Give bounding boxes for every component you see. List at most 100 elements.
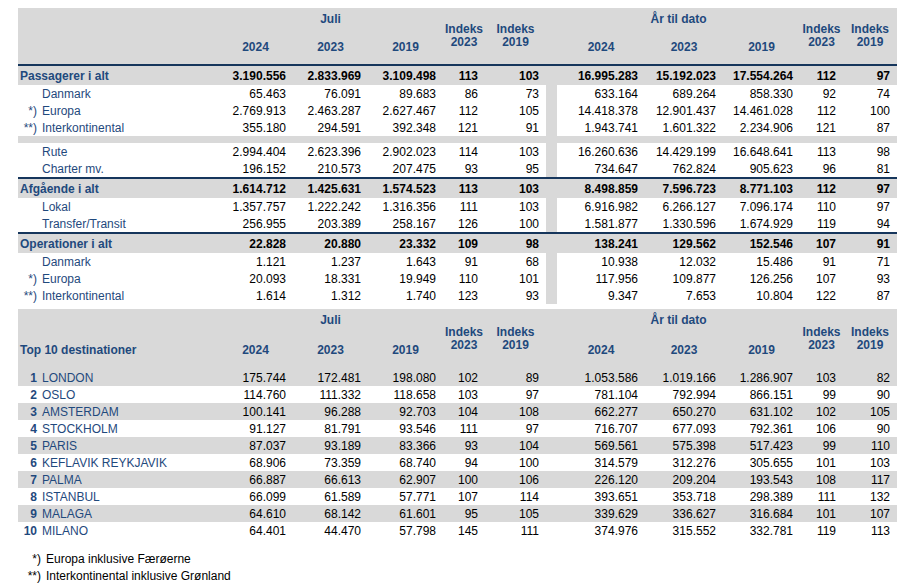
rank-number: 3 bbox=[18, 405, 42, 419]
value-cell: 12.901.437 bbox=[645, 102, 723, 119]
table-row: 1LONDON175.744172.481198.080102891.053.5… bbox=[18, 369, 897, 386]
section-divider bbox=[546, 505, 557, 522]
table-row: Danmark1.1211.2371.643916810.93812.03215… bbox=[18, 253, 897, 270]
footnote-marker: *) bbox=[26, 551, 46, 568]
index-value-cell: 93 bbox=[485, 287, 546, 304]
index-value-cell: 68 bbox=[485, 253, 546, 270]
table-row: 7PALMA66.88766.61362.907100106226.120209… bbox=[18, 471, 897, 488]
value-cell: 109.877 bbox=[645, 270, 723, 287]
value-cell: 198.080 bbox=[368, 369, 443, 386]
value-cell: 207.475 bbox=[368, 160, 443, 178]
top-destinations-header: Juli Indeks2023 Indeks2019 År til dato I… bbox=[18, 309, 897, 369]
index-2023-header: Indeks2023 bbox=[443, 309, 485, 369]
value-cell: 905.623 bbox=[723, 160, 800, 178]
index-value-cell: 113 bbox=[443, 65, 485, 85]
index-value-cell: 90 bbox=[843, 386, 897, 403]
value-cell: 61.589 bbox=[293, 488, 368, 505]
index-value-cell: 93 bbox=[843, 270, 897, 287]
row-label: Europa bbox=[42, 104, 81, 118]
row-label-cell: Danmark bbox=[18, 253, 218, 270]
row-label-cell: Danmark bbox=[18, 85, 218, 102]
section-divider bbox=[546, 65, 557, 85]
value-cell: 16.648.641 bbox=[723, 143, 800, 160]
row-label: Europa bbox=[42, 272, 81, 286]
section-divider bbox=[546, 386, 557, 403]
value-cell: 10.804 bbox=[723, 287, 800, 304]
value-cell: 18.331 bbox=[293, 270, 368, 287]
traffic-report-page: Juli Indeks2023 Indeks2019 År til dato I… bbox=[0, 0, 901, 585]
index-value-cell: 98 bbox=[843, 143, 897, 160]
year-header: 2023 bbox=[645, 331, 723, 369]
value-cell: 3.109.498 bbox=[368, 65, 443, 85]
index-value-cell: 101 bbox=[800, 454, 843, 471]
value-cell: 866.151 bbox=[723, 386, 800, 403]
value-cell: 68.906 bbox=[218, 454, 293, 471]
section-divider bbox=[546, 102, 557, 119]
value-cell: 393.651 bbox=[557, 488, 645, 505]
rank-number: 7 bbox=[18, 473, 42, 487]
value-cell: 1.943.741 bbox=[557, 119, 645, 136]
value-cell: 734.647 bbox=[557, 160, 645, 178]
value-cell: 1.614 bbox=[218, 287, 293, 304]
value-cell: 1.330.596 bbox=[645, 215, 723, 233]
value-cell: 339.629 bbox=[557, 505, 645, 522]
value-cell: 22.828 bbox=[218, 233, 293, 253]
index-value-cell: 103 bbox=[800, 369, 843, 386]
value-cell: 2.769.913 bbox=[218, 102, 293, 119]
index-value-cell: 122 bbox=[800, 287, 843, 304]
value-cell: 14.418.378 bbox=[557, 102, 645, 119]
table-row: **)Interkontinental1.6141.3121.740123939… bbox=[18, 287, 897, 304]
table-row: **)Interkontinental355.180294.591392.348… bbox=[18, 119, 897, 136]
index-value-cell: 110 bbox=[443, 270, 485, 287]
index-value-cell: 105 bbox=[485, 102, 546, 119]
row-label-cell: 9MALAGA bbox=[18, 505, 218, 522]
value-cell: 93.189 bbox=[293, 437, 368, 454]
index-value-cell: 93 bbox=[443, 160, 485, 178]
value-cell: 1.581.877 bbox=[557, 215, 645, 233]
separator bbox=[18, 136, 897, 143]
value-cell: 575.398 bbox=[645, 437, 723, 454]
table-row: 8ISTANBUL66.09961.58957.771107114393.651… bbox=[18, 488, 897, 505]
month-group-header: Juli bbox=[218, 8, 443, 30]
section-divider bbox=[546, 437, 557, 454]
value-cell: 76.091 bbox=[293, 85, 368, 102]
index-value-cell: 73 bbox=[485, 85, 546, 102]
value-cell: 92.703 bbox=[368, 403, 443, 420]
value-cell: 19.949 bbox=[368, 270, 443, 287]
value-cell: 2.994.404 bbox=[218, 143, 293, 160]
value-cell: 138.241 bbox=[557, 233, 645, 253]
index-value-cell: 121 bbox=[443, 119, 485, 136]
value-cell: 81.791 bbox=[293, 420, 368, 437]
rank-number: 5 bbox=[18, 439, 42, 453]
value-cell: 374.976 bbox=[557, 522, 645, 539]
index-value-cell: 103 bbox=[843, 454, 897, 471]
row-label: PALMA bbox=[42, 473, 82, 487]
row-label: AMSTERDAM bbox=[42, 405, 119, 419]
index-value-cell: 82 bbox=[843, 369, 897, 386]
index-value-cell: 97 bbox=[485, 420, 546, 437]
index-value-cell: 74 bbox=[843, 85, 897, 102]
index-value-cell: 71 bbox=[843, 253, 897, 270]
row-label-cell: 7PALMA bbox=[18, 471, 218, 488]
index-value-cell: 110 bbox=[843, 437, 897, 454]
index-value-cell: 113 bbox=[800, 143, 843, 160]
row-label-cell: 2OSLO bbox=[18, 386, 218, 403]
row-label-cell: 1LONDON bbox=[18, 369, 218, 386]
section-divider bbox=[546, 8, 557, 65]
value-cell: 129.562 bbox=[645, 233, 723, 253]
value-cell: 7.096.174 bbox=[723, 198, 800, 215]
section-divider bbox=[546, 178, 557, 198]
table-row: 10MILANO64.40144.47057.798145111374.9763… bbox=[18, 522, 897, 539]
value-cell: 203.389 bbox=[293, 215, 368, 233]
index-value-cell: 91 bbox=[843, 233, 897, 253]
index-value-cell: 104 bbox=[443, 403, 485, 420]
table-row: 2OSLO114.760111.332118.65810397781.10479… bbox=[18, 386, 897, 403]
index-value-cell: 97 bbox=[485, 386, 546, 403]
index-value-cell: 97 bbox=[843, 65, 897, 85]
index-value-cell: 104 bbox=[485, 437, 546, 454]
value-cell: 2.833.969 bbox=[293, 65, 368, 85]
value-cell: 689.264 bbox=[645, 85, 723, 102]
row-label: Rute bbox=[42, 145, 67, 159]
index-value-cell: 93 bbox=[443, 437, 485, 454]
index-value-cell: 103 bbox=[485, 143, 546, 160]
